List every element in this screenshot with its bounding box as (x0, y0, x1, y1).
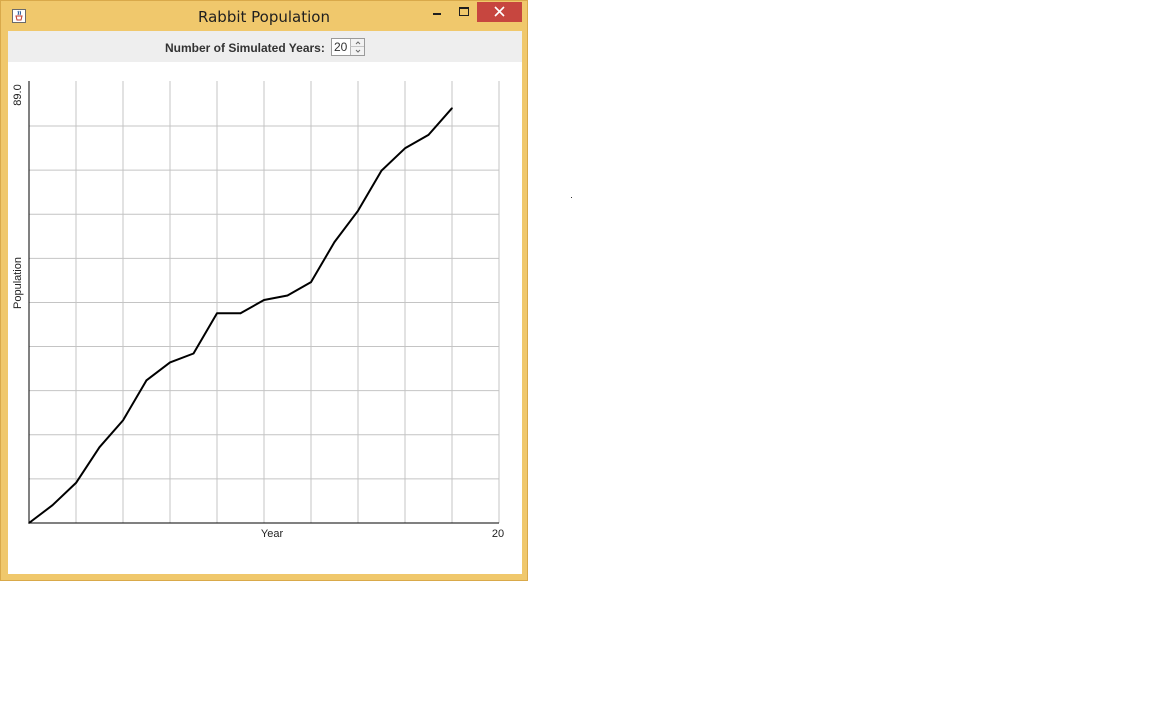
chevron-up-icon (355, 41, 361, 45)
years-spinner[interactable]: 20 (331, 38, 365, 56)
data-points (28, 107, 453, 524)
chevron-down-icon (355, 49, 361, 53)
data-point (286, 294, 289, 297)
x-tick-label: 20 (492, 528, 504, 540)
data-point (75, 482, 77, 484)
app-window: Rabbit Population Number of Simulated Ye… (0, 0, 528, 581)
data-point (357, 209, 359, 212)
data-point (51, 504, 54, 506)
stray-dot (571, 197, 572, 198)
data-point (333, 241, 336, 243)
data-point (451, 107, 453, 109)
java-cup-icon[interactable] (12, 9, 26, 23)
window-content: Number of Simulated Years: 20 (8, 31, 522, 574)
data-point (427, 134, 430, 136)
title-bar[interactable]: Rabbit Population (1, 1, 527, 31)
chart-grid (29, 81, 500, 523)
data-point (28, 522, 30, 524)
spinner-increment-button[interactable] (350, 39, 364, 47)
y-axis-label: Population (12, 257, 24, 309)
data-point (192, 352, 195, 355)
data-point (145, 379, 148, 382)
spinner-decrement-button[interactable] (350, 47, 364, 55)
maximize-icon (459, 7, 469, 16)
years-spinner-value[interactable]: 20 (334, 40, 348, 54)
close-icon (494, 6, 505, 17)
maximize-button[interactable] (452, 1, 476, 22)
minimize-button[interactable] (425, 1, 449, 22)
x-axis-label: Year (261, 528, 284, 540)
minimize-icon (433, 13, 441, 15)
years-label: Number of Simulated Years: (165, 41, 325, 55)
close-button[interactable] (477, 2, 522, 22)
data-point (310, 281, 312, 283)
data-point (380, 169, 383, 172)
settings-panel: Number of Simulated Years: 20 (8, 31, 522, 62)
window-title: Rabbit Population (198, 8, 330, 26)
data-point (404, 147, 406, 150)
data-point (263, 299, 265, 301)
y-tick-label: 89.0 (12, 84, 24, 105)
data-point (169, 361, 171, 364)
data-point (216, 312, 218, 315)
data-point (98, 446, 101, 448)
data-point (239, 312, 242, 315)
population-chart: 89.0 Population Year 20 (12, 81, 504, 540)
data-point (122, 419, 124, 422)
